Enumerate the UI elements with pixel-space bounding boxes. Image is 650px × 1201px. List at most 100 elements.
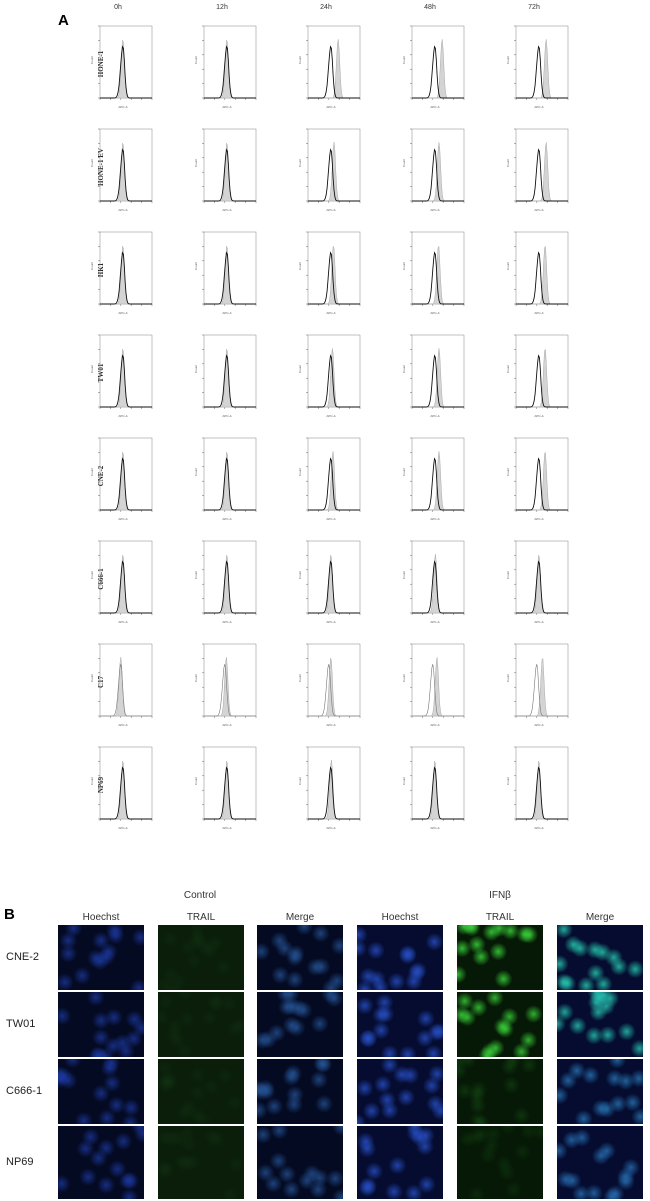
x-axis-label: APC-A [534,723,543,727]
micrograph [58,1059,144,1124]
histogram-plot: Count APC-A [506,746,569,830]
histogram-plot: Count APC-A [194,334,257,418]
histogram-plot: Count APC-A [506,540,569,624]
micrograph [257,1059,343,1124]
treated-histogram [308,658,360,717]
plot-frame [99,643,153,717]
histogram-plot: Count APC-A [402,128,465,212]
histogram-plot: Count APC-A [298,540,361,624]
cell-line-label: NP69 [6,1155,34,1168]
y-axis-label: Count [194,468,198,476]
control-histogram [308,45,360,99]
y-axis-label: Count [90,365,94,373]
histogram-plot: Count APC-A [90,25,153,109]
x-axis-label: APC-A [430,826,439,830]
x-axis-label: APC-A [222,826,231,830]
control-histogram [204,766,256,820]
x-axis-label: APC-A [534,414,543,418]
control-histogram [100,766,152,820]
y-axis-label: Count [298,674,302,682]
channel-label: Merge [285,912,315,923]
control-histogram [204,251,256,305]
x-axis-label: APC-A [222,208,231,212]
micrograph [158,1059,244,1124]
y-axis-label: Count [298,365,302,373]
x-axis-label: APC-A [430,208,439,212]
y-axis-label: Count [298,56,302,64]
x-axis-label: APC-A [326,826,335,830]
cell-line-label: CNE-2 [6,950,40,963]
x-axis-label: APC-A [222,311,231,315]
histogram-plot: Count APC-A [194,643,257,727]
x-axis-label: APC-A [534,517,543,521]
histogram-plot: Count APC-A [506,334,569,418]
histogram-plot: Count APC-A [506,25,569,109]
x-axis-label: APC-A [118,620,127,624]
y-axis-label: Count [506,365,510,373]
control-histogram [308,664,360,717]
x-axis-label: APC-A [118,414,127,418]
x-axis-label: APC-A [534,826,543,830]
micrograph [557,992,643,1057]
micrograph [457,992,543,1057]
histogram-plot: Count APC-A [402,643,465,727]
panel-b-label: B [4,906,15,923]
micrograph [557,1059,643,1124]
histogram-plot: Count APC-A [298,643,361,727]
x-axis-label: APC-A [118,311,127,315]
histogram-plot: Count APC-A [194,437,257,521]
treated-histogram [412,657,464,717]
micrograph [58,992,144,1057]
y-axis-label: Count [194,159,198,167]
control-histogram [100,354,152,408]
x-axis-label: APC-A [118,208,127,212]
x-axis-label: APC-A [326,723,335,727]
histogram-plot: Count APC-A [298,128,361,212]
histogram-plot: Count APC-A [90,231,153,315]
histogram-plot: Count APC-A [506,231,569,315]
control-histogram [516,354,568,408]
histogram-plot: Count APC-A [90,334,153,418]
micrograph [158,992,244,1057]
y-axis-label: Count [506,159,510,167]
timepoint-label: 24h [320,4,332,11]
micrograph [457,925,543,990]
x-axis-label: APC-A [222,620,231,624]
y-axis-label: Count [194,674,198,682]
x-axis-label: APC-A [326,620,335,624]
y-axis-label: Count [90,777,94,785]
histogram-plot: Count APC-A [194,25,257,109]
histogram-plot: Count APC-A [402,540,465,624]
timepoint-label: 48h [424,4,436,11]
control-histogram [516,251,568,305]
micrograph [557,925,643,990]
control-histogram [412,664,464,717]
y-axis-label: Count [402,674,406,682]
y-axis-label: Count [402,365,406,373]
x-axis-label: APC-A [430,414,439,418]
x-axis-label: APC-A [326,208,335,212]
histogram-plot: Count APC-A [506,437,569,521]
y-axis-label: Count [194,571,198,579]
micrograph [58,925,144,990]
x-axis-label: APC-A [430,105,439,109]
y-axis-label: Count [90,56,94,64]
timepoint-label: 72h [528,4,540,11]
control-histogram [100,560,152,614]
micrograph [58,1126,144,1199]
y-axis-label: Count [298,571,302,579]
x-axis-label: APC-A [222,723,231,727]
group-ifnb: IFNβ [489,890,511,901]
y-axis-label: Count [90,674,94,682]
x-axis-label: APC-A [430,517,439,521]
histogram-plot: Count APC-A [298,334,361,418]
y-axis-label: Count [506,777,510,785]
histogram-plot: Count APC-A [194,128,257,212]
y-axis-label: Count [90,262,94,270]
x-axis-label: APC-A [534,105,543,109]
histogram-plot: Count APC-A [298,231,361,315]
control-histogram [516,560,568,614]
histogram-plot: Count APC-A [298,437,361,521]
channel-label: Hoechst [381,912,419,923]
micrograph [257,925,343,990]
